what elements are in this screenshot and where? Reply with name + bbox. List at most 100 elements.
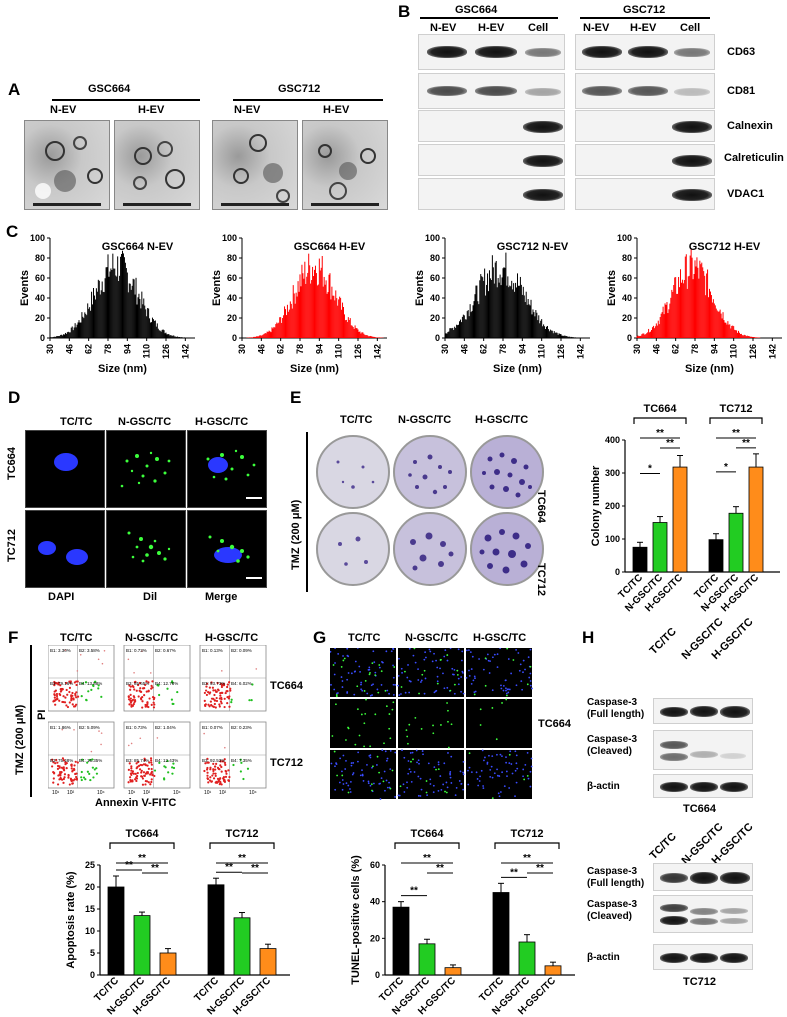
nucleus-dot [403, 791, 406, 793]
nucleus-dot [349, 788, 351, 790]
nucleus-dot [369, 694, 372, 697]
event-dot [213, 693, 216, 697]
x-tick-label: 94 [122, 344, 132, 354]
band [660, 741, 688, 749]
nucleus-dot [436, 680, 439, 683]
tunel-dot [526, 774, 529, 777]
nuclei [467, 749, 533, 800]
event-dot [134, 772, 137, 775]
event-dot [68, 783, 71, 786]
band [720, 706, 750, 718]
em-vesicles [318, 144, 376, 200]
nucleus-dot [418, 762, 420, 765]
blot-h-top-cleaved [653, 730, 753, 770]
histogram-bars [636, 249, 761, 338]
quadrant-label: B3: 85.65% [126, 681, 149, 686]
significance-mark: ** [138, 853, 146, 864]
nucleus-dot [417, 794, 420, 797]
nucleus-dot [369, 756, 372, 759]
event-dot [209, 776, 212, 779]
h-bot-row-full-1: Caspase-3 [587, 866, 638, 877]
event-dot [127, 768, 130, 771]
protein-calreticulin: Calreticulin [724, 152, 784, 164]
nucleus-dot [417, 668, 419, 671]
blot-calreticulin-gsc664 [418, 144, 565, 176]
event-dot [242, 777, 245, 781]
flow-plot-r0-c0: B1: 3.30% B2: 3.58% B3: 79.16% B4: 13.88% [48, 645, 115, 712]
event-dot [91, 766, 94, 769]
group-label: TC664 [125, 828, 159, 840]
event-dot [223, 779, 226, 782]
event-dot [158, 761, 161, 764]
panel-b-group2-line [580, 17, 710, 19]
band [690, 908, 718, 915]
nucleus-dot [486, 653, 489, 656]
nucleus-dot [432, 784, 435, 787]
events [127, 737, 176, 786]
dil-dots [208, 535, 250, 563]
band [690, 918, 718, 925]
nucleus-dot [453, 669, 456, 671]
event-dot [90, 688, 93, 691]
fluor-tc664-ngsc [106, 430, 186, 508]
event-dot [68, 701, 71, 704]
nucleus-dot [345, 759, 347, 762]
nucleus-dot [356, 648, 359, 649]
quadrant-label: B1: 0.73% [126, 648, 147, 653]
event-dot [203, 699, 206, 702]
nucleus [38, 541, 56, 555]
event-dot [215, 696, 218, 700]
event-dot [127, 695, 130, 698]
band [672, 121, 712, 133]
x-tick-label: 110 [142, 344, 152, 359]
event-dot [128, 762, 131, 765]
event-dot [142, 771, 146, 774]
event-dot [76, 761, 79, 764]
y-tick-label: 0 [232, 333, 237, 343]
event-dot [213, 765, 217, 768]
event-dot [220, 684, 224, 687]
band [427, 86, 467, 96]
dil-dots [206, 449, 256, 481]
panel-e-row-1: TC664 [535, 490, 547, 524]
event-dot [227, 779, 230, 782]
x-axis-label: Size (nm) [290, 363, 339, 375]
x-axis-label: Size (nm) [685, 363, 734, 375]
band [525, 48, 561, 57]
event-dot [89, 778, 92, 782]
event-dot [73, 728, 75, 731]
tunel-dot [404, 670, 406, 673]
nucleus-dot [505, 770, 508, 773]
event-dot [146, 772, 149, 775]
nucleus-dot [330, 650, 332, 653]
event-dot [129, 772, 132, 775]
nucleus-dot [462, 692, 465, 695]
y-tick-label: 15 [85, 904, 95, 914]
tunel-dot [436, 682, 439, 685]
nucleus-dot [433, 652, 435, 655]
events [203, 732, 250, 786]
y-tick-label: 100 [617, 233, 632, 243]
y-tick-label: 5 [90, 948, 95, 958]
nucleus-dot [460, 690, 463, 693]
y-tick-label: 100 [222, 233, 237, 243]
event-dot [162, 777, 166, 780]
event-dot [203, 703, 207, 707]
nucleus-dot [519, 663, 522, 666]
nucleus-dot [341, 680, 344, 682]
event-dot [98, 730, 100, 732]
nucleus-dot [407, 664, 409, 666]
event-dot [80, 770, 83, 774]
tunel-dot [408, 723, 411, 726]
event-dot [221, 691, 224, 694]
event-dot [212, 768, 215, 771]
band [475, 86, 517, 96]
band [720, 918, 748, 924]
event-dot [84, 778, 87, 781]
quadrant-label: B2: 0.23% [231, 725, 252, 730]
event-dot [131, 779, 134, 782]
event-dot [226, 696, 229, 699]
band [525, 88, 561, 96]
nucleus-dot [489, 768, 492, 771]
histogram-title: GSC712 H-EV [689, 241, 761, 253]
